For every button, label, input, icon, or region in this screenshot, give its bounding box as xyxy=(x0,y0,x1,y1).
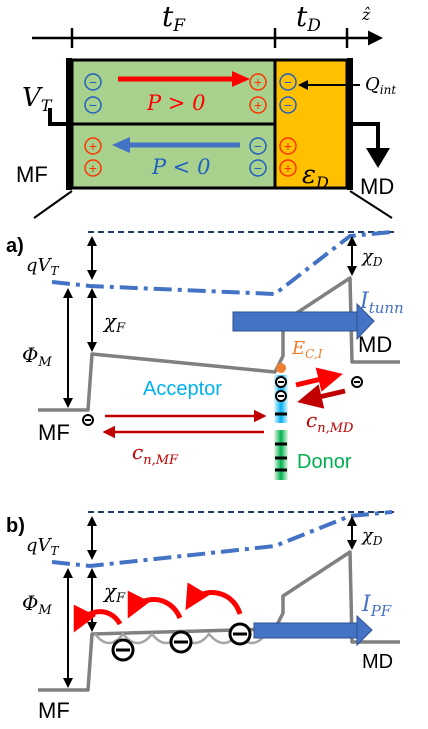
md-ground-arrow xyxy=(366,148,390,168)
panel-b: b) qVT χD χF ΦM xyxy=(6,510,400,723)
label-acceptor: Acceptor xyxy=(143,378,222,400)
label-phi-m-b: ΦM xyxy=(22,591,52,618)
band-profile-a xyxy=(38,276,400,412)
svg-text:+: + xyxy=(254,97,262,113)
svg-text:−: − xyxy=(254,160,262,176)
label-md-top: MD xyxy=(360,174,394,199)
svg-text:−: − xyxy=(284,97,292,113)
label-p-pos: P > 0 xyxy=(146,91,205,115)
donor-levels xyxy=(275,442,287,472)
acceptor-electrons xyxy=(275,376,287,416)
arrow-capture-md xyxy=(297,384,346,409)
electron-md xyxy=(351,376,363,388)
svg-text:+: + xyxy=(89,160,97,176)
svg-text:−: − xyxy=(284,74,292,90)
label-eci: EC,I xyxy=(291,338,323,361)
charges-left-bottom: + + xyxy=(84,137,102,177)
svg-text:+: + xyxy=(284,160,292,176)
charges-left-top: − − xyxy=(84,73,102,114)
trapped-electron-1 xyxy=(111,638,135,662)
svg-text:+: + xyxy=(89,138,97,154)
label-p-neg: P < 0 xyxy=(151,155,210,179)
label-mf-top: MF xyxy=(16,162,48,187)
svg-text:+: + xyxy=(254,74,262,90)
label-eps-d: εD xyxy=(302,160,329,192)
svg-text:−: − xyxy=(89,74,97,90)
label-z-hat: ẑ xyxy=(361,5,371,24)
label-i-tunn: Itunn xyxy=(359,289,404,317)
hop-arrow-3 xyxy=(185,582,243,615)
panel-b-tag: b) xyxy=(6,515,25,537)
md-wire xyxy=(350,122,380,150)
svg-text:−: − xyxy=(89,97,97,113)
local-vacuum-a xyxy=(51,230,393,297)
band-profile-b xyxy=(38,550,400,692)
label-cn-md: cn,MD xyxy=(306,408,354,436)
label-qvt-b: qVT xyxy=(26,535,60,558)
arrow-i-tunn-body xyxy=(232,311,359,332)
label-md-b: MD xyxy=(362,651,393,673)
eci-level-dot xyxy=(276,363,286,373)
label-vt: VT xyxy=(22,83,53,115)
donor-trap-band xyxy=(274,430,288,480)
label-md-a: MD xyxy=(358,332,392,357)
dielectric-layer xyxy=(275,60,347,188)
label-qint: Qint xyxy=(365,74,396,97)
arrow-p-pos-head xyxy=(232,71,250,87)
svg-text:+: + xyxy=(284,138,292,154)
hop-arrow-1 xyxy=(73,604,123,633)
label-chi-f-b: χF xyxy=(102,579,126,606)
arrow-i-tunn-head xyxy=(356,302,375,341)
zoom-line-right xyxy=(349,190,393,219)
label-chi-f-a: χF xyxy=(102,309,126,336)
label-chi-d-b: χD xyxy=(360,525,383,548)
electron-mf xyxy=(82,414,94,426)
arrow-i-pf-body xyxy=(253,622,359,639)
interface-charges: − − + + xyxy=(279,73,297,177)
trapped-electron-2 xyxy=(169,630,193,654)
local-vacuum-b xyxy=(51,510,393,569)
vt-wire xyxy=(48,108,69,126)
charges-right-bottom: − − xyxy=(249,137,267,177)
hop-arrow-2 xyxy=(127,590,183,620)
label-mf-b: MF xyxy=(38,698,70,723)
charges-right-top: + + xyxy=(249,73,267,114)
label-donor: Donor xyxy=(297,451,352,473)
label-chi-d-a: χD xyxy=(360,246,383,269)
panel-a: a) xyxy=(6,230,404,480)
device-schematic: tF tD ẑ P > 0 P < 0 − − + xyxy=(16,0,396,219)
label-t-f: tF xyxy=(162,0,186,36)
zoom-line-left xyxy=(33,190,73,219)
panel-a-tag: a) xyxy=(6,235,24,257)
label-i-pf: IPF xyxy=(361,592,392,620)
label-cn-mf: cn,MF xyxy=(132,440,179,468)
label-t-d: tD xyxy=(296,0,321,36)
label-mf-a: MF xyxy=(38,420,70,445)
label-phi-m-a: ΦM xyxy=(22,343,52,370)
arrow-p-neg-head xyxy=(112,137,130,153)
arrow-emission-md xyxy=(295,367,343,392)
arrow-i-pf-head xyxy=(356,614,373,647)
trapped-electron-3 xyxy=(228,622,252,646)
label-qvt-a: qVT xyxy=(26,255,60,278)
svg-text:−: − xyxy=(254,138,262,154)
